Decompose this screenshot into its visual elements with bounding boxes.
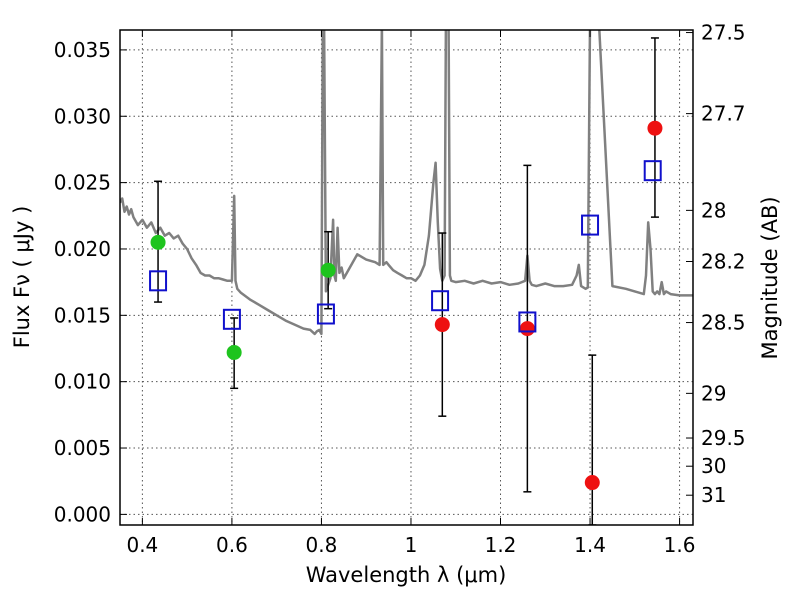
right-tick-label: 27.5 (701, 21, 746, 45)
y-tick-label: 0.010 (54, 370, 111, 394)
right-tick-label: 28.5 (701, 311, 746, 335)
right-tick-label: 28.2 (701, 250, 746, 274)
right-tick-label: 29.5 (701, 426, 746, 450)
model-box-point (431, 290, 450, 312)
y-tick-label: 0.005 (54, 436, 111, 460)
right-axis-ticks: 27.5 27.7 28 28.2 28.5 29 29.5 30 31 (686, 21, 746, 507)
y-axis-ticks: 0.000 0.005 0.010 0.015 0.020 0.025 0.030 0.035 (54, 38, 127, 526)
y-tick-label: 0.035 (54, 38, 111, 62)
x-tick-label: 1.6 (664, 533, 696, 557)
model-box-point (518, 311, 537, 333)
y-tick-label: 0.025 (54, 171, 111, 195)
green-data-point (226, 344, 242, 360)
marker-layer (149, 120, 663, 491)
right-tick-label: 30 (701, 454, 726, 478)
x-axis-ticks: 0.4 0.6 0.8 1 1.2 1.4 1.6 (126, 30, 695, 557)
model-box-point (316, 303, 335, 325)
x-tick-label: 1.2 (485, 533, 517, 557)
right-tick-label: 27.7 (701, 102, 746, 126)
model-box-point (149, 270, 168, 292)
red-data-point (584, 475, 600, 491)
x-tick-label: 1.4 (574, 533, 606, 557)
red-data-point (647, 120, 663, 136)
right-axis-label: Magnitude (AB) (758, 196, 782, 359)
right-tick-label: 29 (701, 381, 726, 405)
right-tick-label: 28 (701, 198, 726, 222)
plot-frame (119, 29, 694, 526)
x-axis-label: Wavelength λ (μm) (306, 563, 507, 587)
model-box-point (222, 308, 241, 330)
x-tick-label: 0.4 (126, 533, 158, 557)
y-tick-label: 0.030 (54, 104, 111, 128)
spectrum-line (120, 30, 693, 336)
red-data-point (519, 321, 535, 337)
x-tick-label: 0.6 (216, 533, 248, 557)
y-tick-label: 0.000 (54, 502, 111, 526)
red-data-point (434, 317, 450, 333)
green-data-point (150, 234, 166, 250)
x-tick-label: 1 (405, 533, 418, 557)
model-box-point (581, 214, 600, 236)
x-tick-label: 0.8 (306, 533, 338, 557)
green-data-point (320, 262, 336, 278)
y-tick-label: 0.020 (54, 237, 111, 261)
model-box-point (643, 160, 662, 182)
y-tick-label: 0.015 (54, 303, 111, 327)
spectrum-layer (120, 30, 693, 336)
y-axis-label: Flux Fν ( μJy ) (10, 206, 34, 349)
right-tick-label: 31 (701, 483, 726, 507)
